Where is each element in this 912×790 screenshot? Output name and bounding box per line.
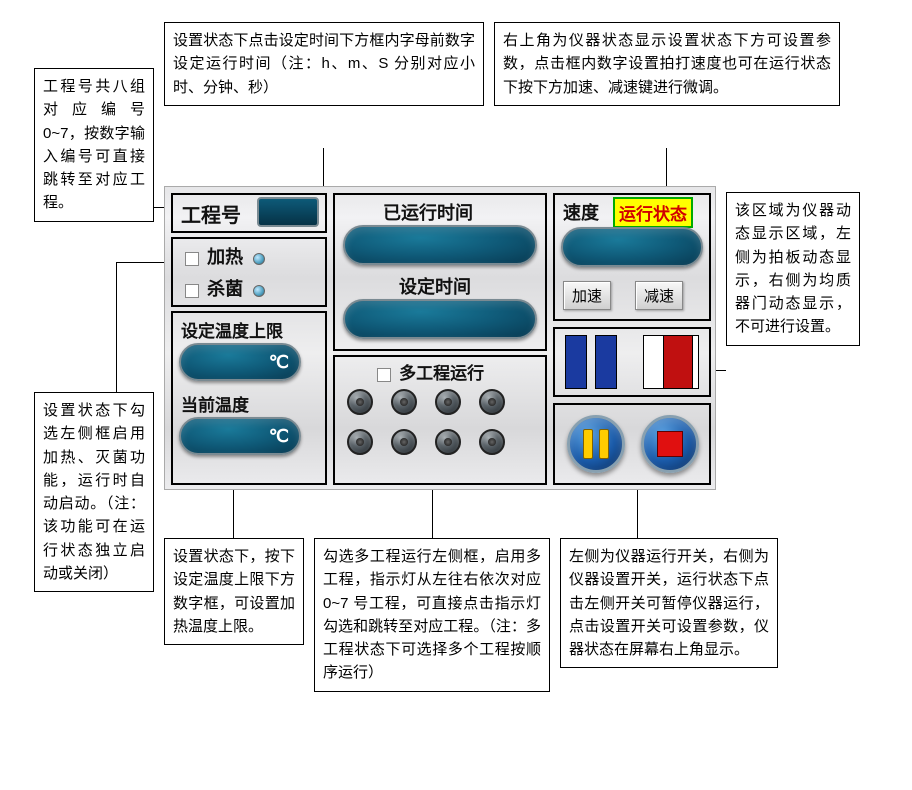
- callout-bottom-3: 左侧为仪器运行开关，右侧为仪器设置开关，运行状态下点击左侧开关可暂停仪器运行，点…: [560, 538, 778, 668]
- callout-top-right: 右上角为仪器状态显示设置状态下方可设置参数，点击框内数字设置拍打速度也可在运行状…: [494, 22, 840, 106]
- callout-bottom-2: 勾选多工程运行左侧框，启用多工程，指示灯从左往右依次对应 0~7 号工程，可直接…: [314, 538, 550, 692]
- elapsed-label: 已运行时间: [383, 199, 473, 225]
- program-lamp-5[interactable]: [391, 429, 417, 455]
- sterilize-label: 杀菌: [207, 279, 243, 299]
- program-lamp-4[interactable]: [347, 429, 373, 455]
- program-lamp-0[interactable]: [347, 389, 373, 415]
- program-lamp-6[interactable]: [435, 429, 461, 455]
- sterilize-checkbox[interactable]: [185, 284, 199, 298]
- callout-left-upper: 工程号共八组对应编号 0~7，按数字输入编号可直接跳转至对应工程。: [34, 68, 154, 222]
- leader-line: [432, 490, 433, 538]
- multi-run-label: 多工程运行: [399, 364, 484, 383]
- paddle-indicator-1: [565, 335, 587, 389]
- paddle-indicator-2: [595, 335, 617, 389]
- curr-temp-display: ℃: [179, 417, 301, 455]
- door-indicator: [663, 335, 693, 389]
- decel-button[interactable]: 减速: [635, 281, 683, 310]
- callout-bottom-1: 设置状态下，按下设定温度上限下方数字框，可设置加热温度上限。: [164, 538, 304, 645]
- heating-led: [253, 253, 265, 265]
- sterilize-led: [253, 285, 265, 297]
- speed-input[interactable]: [561, 227, 703, 267]
- hmi-panel: 工程号 加热 杀菌 设定温度上限 ℃ 当前温度 ℃ 已运行时间 设定时间 速度 …: [164, 186, 716, 490]
- leader-line: [323, 148, 324, 186]
- callout-right-mid: 该区域为仪器动态显示区域，左侧为拍板动态显示，右侧为均质器门动态显示，不可进行设…: [726, 192, 860, 346]
- callout-left-lower: 设置状态下勾选左侧框启用加热、灭菌功能，运行时自动启动。（注：该功能可在运行状态…: [34, 392, 154, 592]
- elapsed-time-display: [343, 225, 537, 265]
- temp-limit-label: 设定温度上限: [181, 317, 283, 342]
- leader-line: [233, 490, 234, 538]
- run-pause-button[interactable]: [567, 415, 625, 473]
- heating-label: 加热: [207, 247, 243, 267]
- heating-checkbox[interactable]: [185, 252, 199, 266]
- settings-stop-button[interactable]: [641, 415, 699, 473]
- speed-label: 速度: [563, 199, 599, 225]
- program-no-input[interactable]: [257, 197, 319, 227]
- leader-line: [116, 262, 117, 392]
- multi-run-checkbox[interactable]: [377, 368, 391, 382]
- leader-line: [637, 490, 638, 538]
- set-time-label: 设定时间: [399, 273, 471, 299]
- set-time-input[interactable]: [343, 299, 537, 339]
- program-lamp-1[interactable]: [391, 389, 417, 415]
- status-badge: 运行状态: [613, 197, 693, 228]
- leader-line: [666, 148, 667, 186]
- stop-icon: [657, 431, 683, 457]
- program-lamp-2[interactable]: [435, 389, 461, 415]
- program-lamp-7[interactable]: [479, 429, 505, 455]
- callout-top-mid: 设置状态下点击设定时间下方框内字母前数字设定运行时间（注：h、m、S 分别对应小…: [164, 22, 484, 106]
- program-lamp-3[interactable]: [479, 389, 505, 415]
- program-lamps: [347, 389, 537, 455]
- temp-limit-input[interactable]: ℃: [179, 343, 301, 381]
- program-no-label: 工程号: [181, 199, 241, 228]
- curr-temp-label: 当前温度: [181, 391, 249, 416]
- pause-icon: [583, 429, 609, 459]
- accel-button[interactable]: 加速: [563, 281, 611, 310]
